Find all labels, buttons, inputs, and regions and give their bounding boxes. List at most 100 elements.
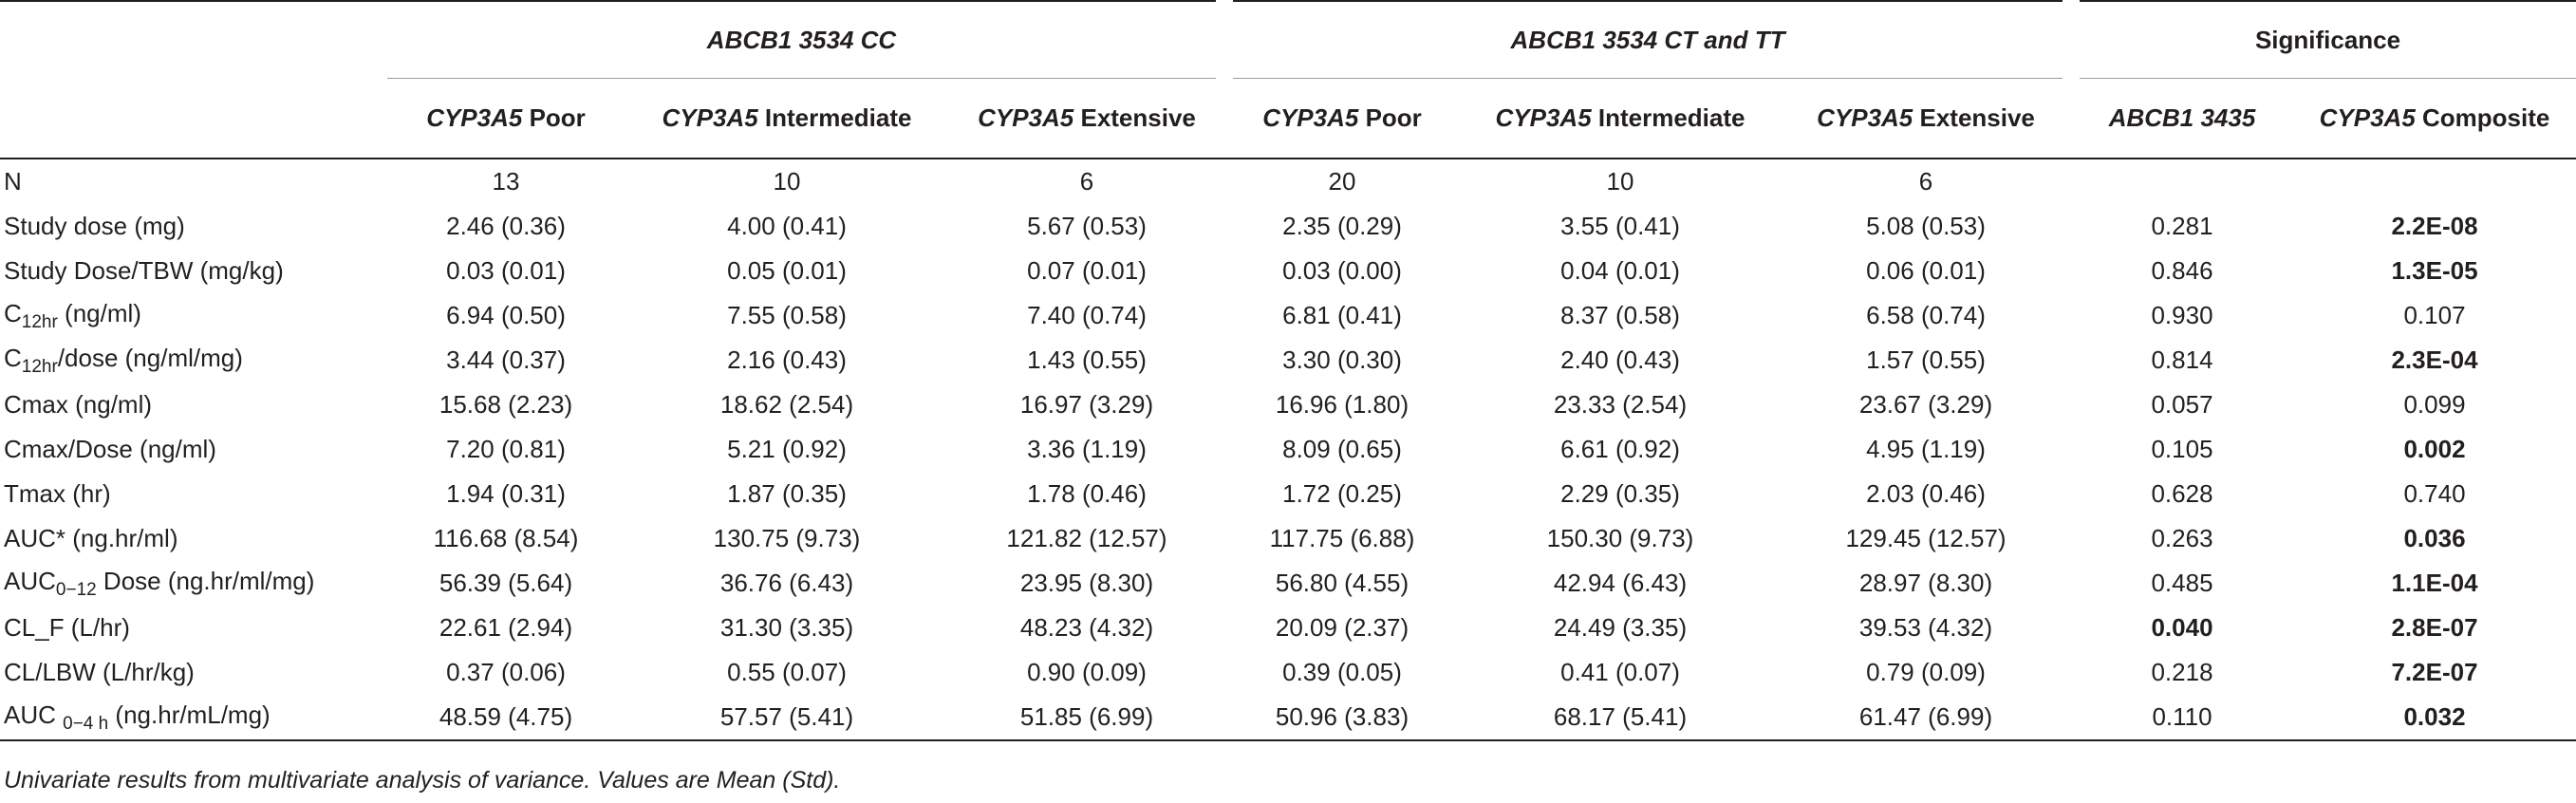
- results-table: ABCB1 3534 CC ABCB1 3534 CT and TT Signi…: [0, 0, 2576, 741]
- table-cell: 56.39 (5.64): [439, 569, 573, 597]
- table-cell: 0.07 (0.01): [1027, 256, 1147, 285]
- significance-cell: 0.107: [2403, 301, 2466, 329]
- significance-cell: 0.814: [2151, 345, 2213, 374]
- significance-cell: [2293, 159, 2576, 204]
- table-cell: 0.90 (0.09): [1027, 658, 1147, 686]
- significance-cell: 0.032: [2293, 695, 2576, 741]
- table-cell: 6.94 (0.50): [446, 301, 566, 329]
- row-label: N: [4, 167, 22, 196]
- table-cell: 117.75 (6.88): [1269, 524, 1415, 552]
- table-cell: 6.58 (0.74): [1866, 301, 1986, 329]
- table-cell: 10: [1606, 167, 1634, 196]
- table-row: AUC0−12 Dose (ng.hr/ml/mg) 56.39 (5.64) 36…: [0, 561, 2576, 606]
- significance-cell: 0.485: [2151, 569, 2213, 597]
- table-cell: 116.68 (8.54): [433, 524, 579, 552]
- column-header-phenotype: Intermediate: [1591, 103, 1745, 132]
- table-cell: 130.75 (9.73): [713, 524, 861, 552]
- table-cell: 1.72 (0.25): [1282, 479, 1402, 508]
- table-cell: 1.57 (0.55): [1866, 345, 1986, 374]
- table-cell: 6.61 (0.92): [1560, 435, 1680, 463]
- column-header-phenotype: Extensive: [1913, 103, 2035, 132]
- row-label-main: C: [4, 343, 22, 372]
- table-cell: 2.35 (0.29): [1282, 212, 1402, 240]
- row-label-subscript: 12hr: [21, 356, 58, 377]
- table-cell: 129.45 (12.57): [1845, 524, 2007, 552]
- row-label: CL_F (L/hr): [4, 613, 130, 642]
- significance-cell: 2.3E-04: [2391, 345, 2478, 374]
- row-label: Study Dose/TBW (mg/kg): [4, 256, 284, 285]
- significance-cell: 0.263: [2151, 524, 2213, 552]
- table-cell: 6: [1079, 167, 1094, 196]
- column-header-phenotype: Intermediate: [757, 103, 912, 132]
- table-cell: 7.40 (0.74): [1027, 301, 1147, 329]
- table-cell: 150.30 (9.73): [1546, 524, 1694, 552]
- table-cell: 3.55 (0.41): [1560, 212, 1680, 240]
- row-label: AUC* (ng.hr/ml): [4, 524, 178, 552]
- row-label-main: AUC: [4, 566, 56, 595]
- column-header: CYP3A5 Poor: [1224, 79, 1460, 159]
- table-cell: 0.05 (0.01): [727, 256, 847, 285]
- table-cell: 2.29 (0.35): [1560, 479, 1680, 508]
- table-cell: 56.80 (4.55): [1275, 569, 1409, 597]
- table-cell: 1.87 (0.35): [727, 479, 847, 508]
- table-cell: 2.40 (0.43): [1560, 345, 1680, 374]
- column-header-gene: CYP3A5: [978, 103, 1074, 132]
- table-cell: 23.67 (3.29): [1858, 390, 1993, 419]
- table-cell: 5.08 (0.53): [1866, 212, 1986, 240]
- table-cell: 3.44 (0.37): [446, 345, 566, 374]
- table-row: Study Dose/TBW (mg/kg) 0.03 (0.01) 0.05 (0…: [0, 249, 2576, 293]
- significance-cell: 0.057: [2151, 390, 2213, 419]
- table-cell: 0.41 (0.07): [1560, 658, 1680, 686]
- table-cell: 10: [773, 167, 801, 196]
- table-cell: 5.21 (0.92): [727, 435, 847, 463]
- column-header-gene: CYP3A5: [1495, 103, 1592, 132]
- column-header-phenotype: Extensive: [1073, 103, 1196, 132]
- table-cell: 4.95 (1.19): [1866, 435, 1986, 463]
- table-cell: 3.36 (1.19): [1027, 435, 1147, 463]
- row-label: Cmax/Dose (ng/ml): [4, 435, 216, 463]
- table-cell: 28.97 (8.30): [1858, 569, 1993, 597]
- row-label-subscript: 0−12: [55, 579, 97, 600]
- column-header-phenotype: Poor: [522, 103, 586, 132]
- table-cell: 0.79 (0.09): [1866, 658, 1986, 686]
- table-cell: 0.03 (0.00): [1282, 256, 1402, 285]
- table-cell: 68.17 (5.41): [1460, 695, 1781, 741]
- table-cell: 61.47 (6.99): [1781, 695, 2072, 741]
- table-row: Tmax (hr) 1.94 (0.31) 1.87 (0.35) 1.78 (0.4…: [0, 472, 2576, 516]
- row-label: AUC0−12 Dose (ng.hr/ml/mg): [0, 561, 387, 606]
- table-cell: 4.00 (0.41): [727, 212, 847, 240]
- significance-cell: 0.110: [2071, 695, 2294, 741]
- table-cell: 13: [492, 167, 520, 196]
- table-cell: 0.04 (0.01): [1560, 256, 1680, 285]
- significance-cell: 0.105: [2151, 435, 2213, 463]
- table-cell: 8.37 (0.58): [1560, 301, 1680, 329]
- group-header-ct-tt: ABCB1 3534 CT and TT: [1224, 0, 2081, 79]
- row-label-rest: (ng/ml): [57, 298, 141, 327]
- table-cell: 23.33 (2.54): [1553, 390, 1688, 419]
- significance-cell: [2071, 159, 2293, 204]
- row-label-subscript: 0−4 h: [63, 713, 109, 734]
- corner-cell: [0, 0, 387, 79]
- significance-cell: 2.2E-08: [2391, 212, 2478, 240]
- table-row: CL/LBW (L/hr/kg) 0.37 (0.06) 0.55 (0.07) 0.…: [0, 650, 2576, 695]
- table-cell: 0.39 (0.05): [1282, 658, 1402, 686]
- group-label-ct-tt: ABCB1 3534 CT and TT: [1233, 2, 2063, 79]
- significance-cell: 0.036: [2403, 524, 2466, 552]
- group-header-significance: Significance: [2071, 0, 2576, 79]
- table-cell: 57.57 (5.41): [625, 695, 949, 741]
- table-cell: 20.09 (2.37): [1275, 613, 1409, 642]
- table-cell: 20: [1328, 167, 1356, 196]
- table-cell: 7.55 (0.58): [727, 301, 847, 329]
- table-cell: 18.62 (2.54): [719, 390, 854, 419]
- column-header-phenotype: Composite: [2415, 103, 2550, 132]
- column-header-gene: CYP3A5: [662, 103, 758, 132]
- table-cell: 0.55 (0.07): [727, 658, 847, 686]
- row-label: Study dose (mg): [4, 212, 185, 240]
- table-cell: 39.53 (4.32): [1858, 613, 1993, 642]
- column-header-gene: CYP3A5: [2319, 103, 2416, 132]
- row-label-rest: (ng.hr/mL/mg): [108, 700, 271, 729]
- table-cell: 31.30 (3.35): [719, 613, 854, 642]
- significance-cell: 0.930: [2151, 301, 2213, 329]
- table-row: AUC* (ng.hr/ml) 116.68 (8.54) 130.75 (9.73…: [0, 516, 2576, 561]
- column-header: CYP3A5 Poor: [387, 79, 625, 159]
